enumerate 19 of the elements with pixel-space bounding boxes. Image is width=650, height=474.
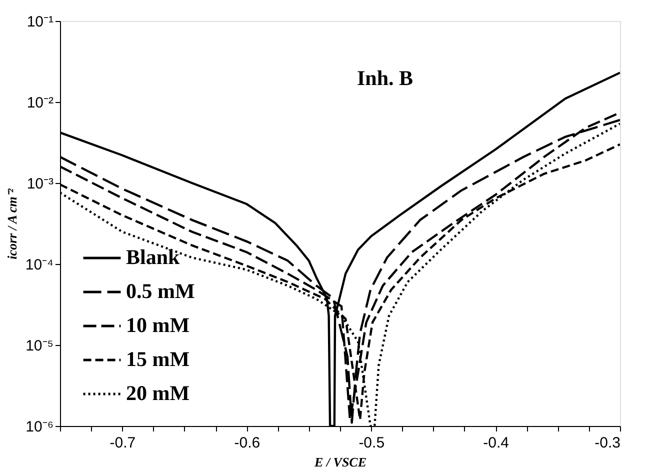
y-tick-label: 10⁻³ xyxy=(26,176,54,192)
x-tick-label: -0.5 xyxy=(358,434,385,452)
x-axis-title: E / VSCE xyxy=(313,454,367,470)
y-tick-label: 10⁻⁶ xyxy=(26,418,54,436)
x-tick-label: -0.3 xyxy=(594,434,620,452)
y-tick-label: 10⁻² xyxy=(26,94,54,112)
y-tick-label: 10⁻⁴ xyxy=(25,256,54,274)
y-tick-label: 10⁻¹ xyxy=(26,14,54,30)
x-tick-label: -0.4 xyxy=(483,434,509,452)
y-axis-title: icorr / A cm⁻² xyxy=(4,188,20,260)
annotation: Inh. B xyxy=(356,66,414,90)
legend-label: 15 mM xyxy=(126,347,190,371)
y-tick-label: 10⁻⁵ xyxy=(26,338,54,354)
legend-label: Blank xyxy=(126,245,180,269)
legend-label: 10 mM xyxy=(126,313,190,337)
legend-label: 20 mM xyxy=(126,381,190,405)
legend-label: 0.5 mM xyxy=(126,279,195,303)
x-tick-label: -0.7 xyxy=(110,434,136,452)
x-tick-label: -0.6 xyxy=(234,434,260,452)
